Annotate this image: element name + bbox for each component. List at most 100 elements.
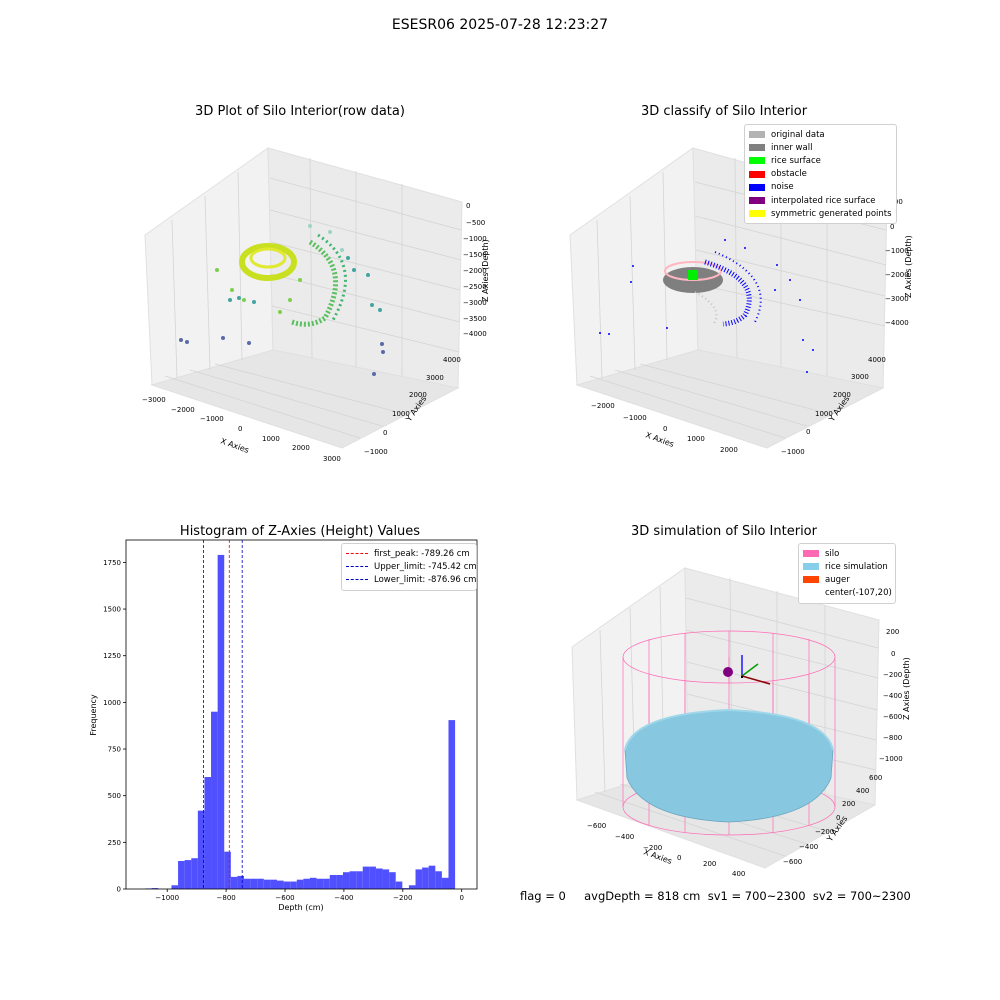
legend-swatch — [749, 210, 765, 218]
pane-floor — [150, 349, 460, 449]
pane-back — [267, 147, 463, 389]
arc-cluster-outer — [317, 233, 347, 321]
y-tick-label: 1750 — [103, 559, 121, 567]
x-axis-label: X Axies — [219, 436, 250, 455]
x-tick: 200 — [703, 860, 716, 868]
histogram-bar — [441, 877, 449, 889]
rice-simulation-surface — [624, 708, 834, 823]
y-tick: 0 — [383, 429, 387, 437]
legend-swatch — [749, 183, 765, 191]
y-tick: 0 — [806, 428, 810, 436]
y-tick-label: 1000 — [103, 699, 121, 707]
ring-cluster — [239, 243, 297, 281]
x-tick: 1000 — [687, 435, 705, 443]
legend-line — [346, 553, 368, 555]
panel-3-title: Histogram of Z-Axies (Height) Values — [179, 524, 421, 539]
y-tick: −1000 — [781, 448, 805, 456]
x-tick: 0 — [663, 425, 667, 433]
y-tick: 4000 — [443, 356, 461, 364]
histogram-bar — [349, 871, 357, 889]
legend-line — [346, 566, 368, 568]
ring-cluster-inner — [249, 247, 287, 269]
legend-histogram: first_peak: -789.26 cm Upper_limit: -745… — [341, 543, 477, 591]
z-tick: −1500 — [463, 251, 487, 259]
y-tick: −600 — [783, 858, 802, 866]
y-tick: 0 — [836, 814, 840, 822]
histogram-bar — [422, 867, 429, 889]
z-axis-label: Z Axies (Depth) — [904, 235, 913, 298]
x-tick: −600 — [587, 822, 606, 830]
histogram-bar — [191, 858, 198, 889]
x-tick: −2000 — [591, 402, 615, 410]
axes-3d-box — [144, 147, 463, 449]
legend-item-inner-wall: inner wall — [749, 141, 892, 154]
x-tick: 0 — [677, 854, 681, 862]
y-tick: 2000 — [833, 391, 851, 399]
histogram-bar — [369, 866, 376, 889]
z-tick: −1000 — [463, 235, 487, 243]
x-tick-label: −600 — [275, 894, 294, 902]
histogram-bar — [204, 777, 212, 889]
legend-swatch — [749, 157, 765, 165]
z-tick: −500 — [466, 219, 485, 227]
histogram-bar — [408, 885, 416, 889]
tick-labels-simulation: −600 −400 −200 0 200 400 −600 −400 −200 … — [587, 628, 903, 878]
y-tick: −1000 — [364, 448, 388, 456]
y-tick: 3000 — [426, 374, 444, 382]
histogram-bar — [316, 878, 324, 889]
z-axis-label: Z Axies (Depth) — [481, 239, 490, 302]
histogram-bar — [263, 879, 271, 889]
x-tick-label: −400 — [334, 894, 353, 902]
legend-item-symmetric: symmetric generated points — [749, 207, 892, 220]
legend-swatch — [803, 563, 819, 571]
point-cloud-raw — [179, 224, 385, 376]
chart-simulation-3d: −600 −400 −200 0 200 400 −600 −400 −200 … — [571, 567, 911, 878]
legend-swatch — [803, 550, 819, 558]
y-axis-label: Frequency — [89, 694, 98, 736]
x-tick-label: −800 — [217, 894, 236, 902]
histogram-bar — [277, 880, 284, 889]
z-tick: −800 — [883, 734, 902, 742]
x-tick: −1000 — [623, 414, 647, 422]
chart-raw-3d: −3000 −2000 −1000 0 1000 2000 3000 −1000… — [142, 147, 490, 463]
y-tick: −200 — [815, 828, 834, 836]
y-tick-label: 750 — [108, 746, 121, 754]
histogram-plot-area: −1000 −800 −600 −400 −200 0 0 250 500 750 1000 1250… — [103, 539, 478, 902]
x-tick: −200 — [643, 844, 662, 852]
histogram-bar — [395, 881, 403, 889]
legend-item-first-peak: first_peak: -789.26 cm — [346, 547, 472, 560]
z-tick: −600 — [883, 713, 902, 721]
histogram-bar — [211, 711, 218, 889]
histogram-bar — [290, 881, 297, 889]
point-cloud-classified — [599, 239, 814, 373]
y-tick: 4000 — [868, 356, 886, 364]
histogram-bar — [415, 869, 423, 889]
legend-item-rice-surface: rice surface — [749, 154, 892, 167]
histogram-bar — [224, 851, 231, 889]
histogram-bar — [428, 865, 436, 889]
z-tick: −2500 — [463, 283, 487, 291]
y-tick-label: 1250 — [103, 652, 121, 660]
histogram-bar — [171, 885, 179, 889]
chart-histogram: −1000 −800 −600 −400 −200 0 0 250 500 750 1000 1250… — [89, 539, 478, 912]
z-tick: −2000 — [463, 267, 487, 275]
histogram-bar — [296, 879, 304, 889]
legend-swatch — [749, 170, 765, 178]
x-tick-label: −200 — [393, 894, 412, 902]
histogram-bar — [197, 810, 205, 889]
status-footer: flag = 0 avgDepth = 818 cm sv1 = 700~230… — [520, 889, 911, 903]
z-tick: 200 — [886, 628, 899, 636]
histogram-bar — [250, 878, 258, 889]
legend-item-original-data: original data — [749, 128, 892, 141]
legend-item-interpolated: interpolated rice surface — [749, 194, 892, 207]
histogram-bar — [184, 860, 192, 889]
x-tick: −1000 — [200, 415, 224, 423]
z-tick: −4000 — [885, 319, 909, 327]
y-tick: 2000 — [409, 391, 427, 399]
x-tick: −2000 — [171, 406, 195, 414]
plot-frame — [125, 539, 478, 890]
y-tick: 400 — [856, 787, 869, 795]
y-tick: 200 — [842, 800, 855, 808]
y-tick: 3000 — [851, 373, 869, 381]
x-tick-label: −1000 — [155, 894, 179, 902]
